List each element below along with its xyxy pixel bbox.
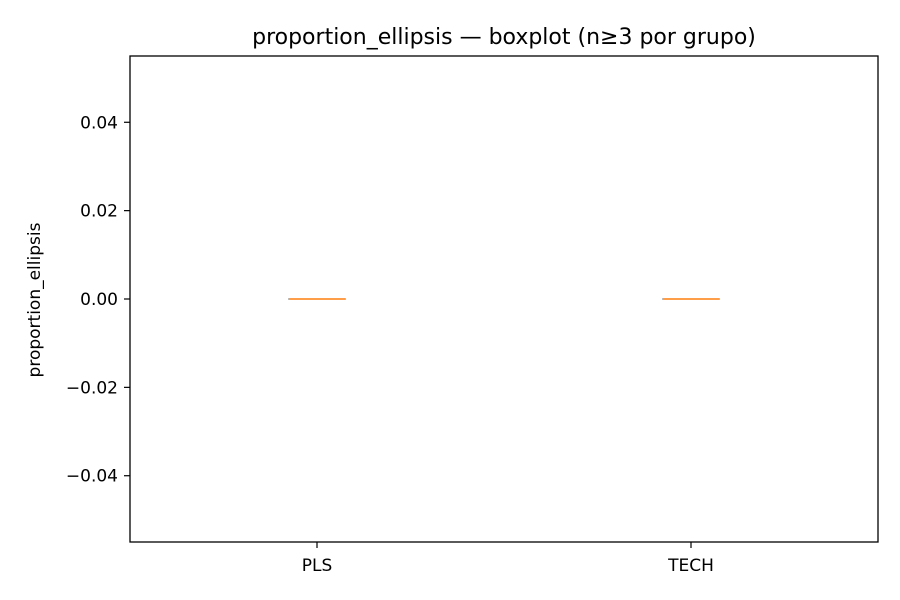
y-tick-label: −0.04 bbox=[66, 467, 118, 487]
y-tick-label: 0.00 bbox=[80, 290, 118, 310]
plot-area: −0.04 −0.02 0.00 0.02 0.04 PLS TECH bbox=[66, 113, 720, 576]
y-axis-label: proportion_ellipsis bbox=[25, 222, 45, 377]
chart-title: proportion_ellipsis — boxplot (n≥3 por g… bbox=[252, 25, 756, 50]
y-tick-label: 0.02 bbox=[80, 202, 118, 222]
x-tick-label: TECH bbox=[667, 556, 714, 576]
axes-frame bbox=[129, 55, 879, 543]
x-tick-label: PLS bbox=[302, 556, 333, 576]
y-tick-label: −0.02 bbox=[66, 378, 118, 398]
y-tick-label: 0.04 bbox=[80, 113, 118, 133]
